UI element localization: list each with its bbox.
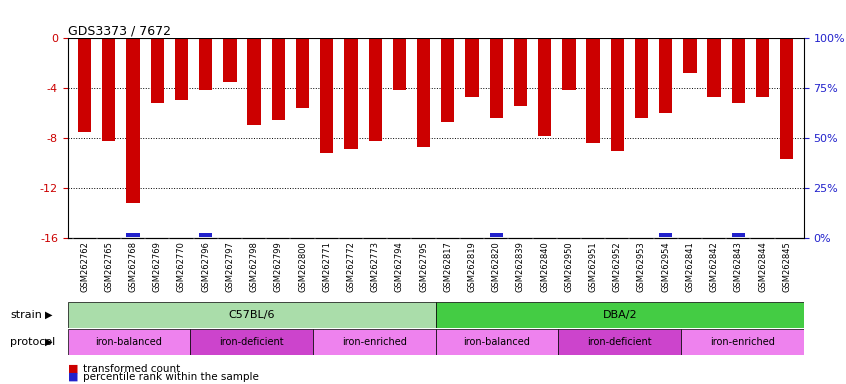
Bar bbox=[393, 38, 406, 89]
Bar bbox=[732, 38, 745, 103]
Text: GSM262768: GSM262768 bbox=[129, 241, 138, 292]
Bar bbox=[320, 38, 333, 153]
Text: GSM262952: GSM262952 bbox=[613, 241, 622, 292]
Text: GSM262771: GSM262771 bbox=[322, 241, 332, 292]
Bar bbox=[78, 38, 91, 132]
Text: DBA/2: DBA/2 bbox=[602, 310, 637, 320]
Text: strain: strain bbox=[10, 310, 42, 320]
Text: percentile rank within the sample: percentile rank within the sample bbox=[83, 372, 259, 382]
Bar bbox=[313, 329, 436, 355]
Bar bbox=[707, 38, 721, 97]
Text: GSM262800: GSM262800 bbox=[298, 241, 307, 292]
Text: GSM262844: GSM262844 bbox=[758, 241, 767, 292]
Text: GSM262796: GSM262796 bbox=[201, 241, 210, 292]
Text: GSM262762: GSM262762 bbox=[80, 241, 89, 292]
Text: GSM262817: GSM262817 bbox=[443, 241, 453, 292]
Bar bbox=[296, 38, 309, 108]
Bar bbox=[126, 38, 140, 203]
Text: GSM262820: GSM262820 bbox=[492, 241, 501, 292]
Bar bbox=[441, 38, 454, 122]
Text: GSM262951: GSM262951 bbox=[589, 241, 597, 292]
Bar bbox=[223, 38, 237, 82]
Bar bbox=[436, 329, 558, 355]
Bar bbox=[563, 38, 575, 89]
Text: protocol: protocol bbox=[10, 337, 55, 347]
Bar bbox=[514, 38, 527, 106]
Bar bbox=[558, 329, 681, 355]
Bar bbox=[659, 233, 673, 237]
Text: GSM262840: GSM262840 bbox=[540, 241, 549, 292]
Bar bbox=[344, 38, 358, 149]
Bar bbox=[272, 38, 285, 119]
Text: GSM262769: GSM262769 bbox=[153, 241, 162, 292]
Bar bbox=[417, 38, 431, 147]
Bar bbox=[465, 38, 479, 97]
Bar bbox=[175, 38, 188, 99]
Text: GSM262845: GSM262845 bbox=[783, 241, 791, 292]
Bar bbox=[732, 233, 745, 237]
Bar bbox=[68, 329, 190, 355]
Text: transformed count: transformed count bbox=[83, 364, 180, 374]
Text: GSM262765: GSM262765 bbox=[104, 241, 113, 292]
Bar bbox=[634, 38, 648, 118]
Text: GSM262797: GSM262797 bbox=[225, 241, 234, 292]
Text: GSM262795: GSM262795 bbox=[419, 241, 428, 292]
Text: iron-enriched: iron-enriched bbox=[710, 337, 775, 347]
Bar bbox=[780, 38, 794, 159]
Bar bbox=[490, 38, 503, 118]
Bar bbox=[659, 38, 673, 113]
Bar bbox=[681, 329, 804, 355]
Text: iron-enriched: iron-enriched bbox=[342, 337, 407, 347]
Bar bbox=[436, 302, 804, 328]
Bar bbox=[369, 38, 382, 141]
Text: GSM262954: GSM262954 bbox=[662, 241, 670, 292]
Bar bbox=[102, 38, 116, 141]
Bar bbox=[199, 38, 212, 89]
Text: C57BL/6: C57BL/6 bbox=[228, 310, 275, 320]
Text: GDS3373 / 7672: GDS3373 / 7672 bbox=[68, 25, 171, 38]
Bar bbox=[755, 38, 769, 97]
Bar bbox=[190, 329, 313, 355]
Text: GSM262842: GSM262842 bbox=[710, 241, 718, 292]
Text: GSM262772: GSM262772 bbox=[347, 241, 355, 292]
Bar bbox=[247, 38, 261, 124]
Bar bbox=[151, 38, 164, 103]
Text: ▶: ▶ bbox=[46, 310, 52, 320]
Text: ▶: ▶ bbox=[46, 337, 52, 347]
Text: GSM262799: GSM262799 bbox=[274, 241, 283, 292]
Bar bbox=[538, 38, 552, 136]
Text: iron-balanced: iron-balanced bbox=[464, 337, 530, 347]
Text: GSM262794: GSM262794 bbox=[395, 241, 404, 292]
Text: GSM262819: GSM262819 bbox=[468, 241, 476, 292]
Text: ■: ■ bbox=[68, 364, 78, 374]
Text: GSM262843: GSM262843 bbox=[733, 241, 743, 292]
Text: GSM262798: GSM262798 bbox=[250, 241, 259, 292]
Text: GSM262950: GSM262950 bbox=[564, 241, 574, 292]
Bar bbox=[684, 38, 696, 73]
Text: iron-balanced: iron-balanced bbox=[96, 337, 162, 347]
Text: GSM262773: GSM262773 bbox=[371, 241, 380, 292]
Text: GSM262839: GSM262839 bbox=[516, 241, 525, 292]
Text: iron-deficient: iron-deficient bbox=[219, 337, 284, 347]
Bar bbox=[586, 38, 600, 143]
Bar bbox=[490, 233, 503, 237]
Bar bbox=[199, 233, 212, 237]
Bar bbox=[68, 302, 436, 328]
Bar bbox=[611, 38, 624, 151]
Text: ■: ■ bbox=[68, 372, 78, 382]
Text: GSM262953: GSM262953 bbox=[637, 241, 646, 292]
Text: iron-deficient: iron-deficient bbox=[587, 337, 652, 347]
Text: GSM262770: GSM262770 bbox=[177, 241, 186, 292]
Bar bbox=[126, 233, 140, 237]
Text: GSM262841: GSM262841 bbox=[685, 241, 695, 292]
